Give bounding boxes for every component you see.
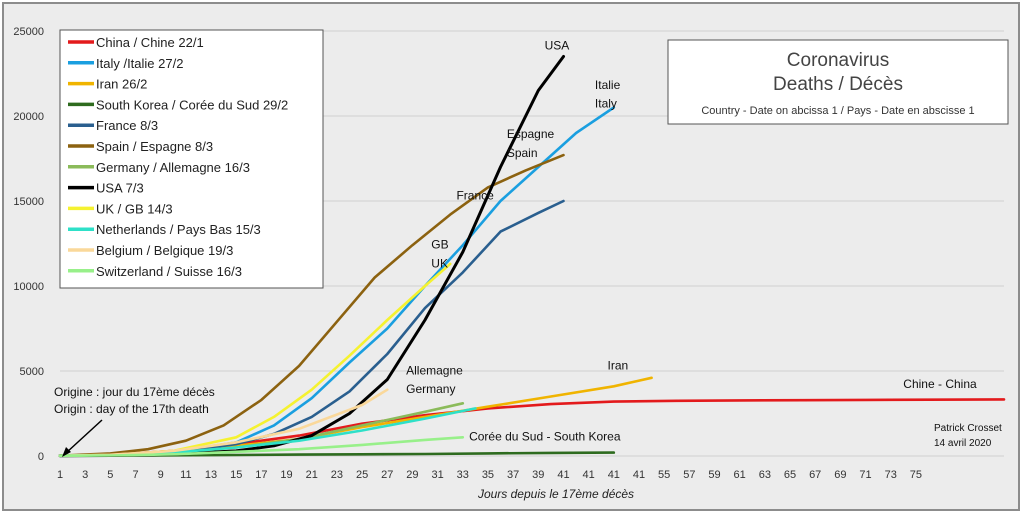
series-line-5	[58, 153, 565, 458]
x-tick-label: 13	[205, 469, 217, 481]
series-annotation: France	[456, 188, 494, 202]
x-tick-label: 33	[457, 469, 469, 481]
series-annotation: GB	[431, 238, 448, 252]
series-annotation: USA	[545, 39, 570, 53]
y-tick-label: 5000	[20, 366, 44, 378]
y-tick-label: 10000	[13, 281, 44, 293]
x-tick-label: 61	[734, 469, 746, 481]
x-tick-label: 41	[608, 469, 620, 481]
y-tick-label: 0	[38, 451, 44, 463]
series-annotation: Iran	[608, 358, 629, 372]
x-tick-label: 21	[306, 469, 318, 481]
credit-date: 14 avril 2020	[934, 438, 992, 449]
x-tick-label: 37	[507, 469, 519, 481]
x-tick-label: 59	[708, 469, 720, 481]
x-tick-label: 65	[784, 469, 796, 481]
series-annotation: Corée du Sud - South Korea	[469, 430, 621, 444]
x-tick-label: 11	[180, 469, 191, 481]
x-tick-label: 41	[633, 469, 645, 481]
y-tick-label: 20000	[13, 111, 44, 123]
legend: China / Chine 22/1 Italy /Italie 27/2 Iran…	[59, 29, 324, 289]
series-annotation: Spain	[507, 146, 538, 160]
credit-author: Patrick Crosset	[934, 423, 1002, 434]
y-tick-label: 25000	[13, 26, 44, 38]
series-annotation: Germany	[406, 382, 455, 396]
x-tick-label: 7	[132, 469, 138, 481]
legend-label: Iran 26/2	[96, 77, 147, 92]
title-box-frame	[667, 39, 1009, 125]
legend-label: Netherlands / Pays Bas 15/3	[96, 222, 261, 237]
legend-label: Germany / Allemagne 16/3	[96, 160, 250, 175]
legend-label: USA 7/3	[96, 181, 144, 196]
legend-label: Italy /Italie 27/2	[96, 56, 183, 71]
series-annotation: Italie	[595, 78, 621, 92]
x-tick-label: 35	[482, 469, 494, 481]
x-tick-label: 41	[557, 469, 569, 481]
chart-title: Coronavirus	[787, 50, 889, 71]
x-tick-label: 27	[381, 469, 393, 481]
y-axis-ticks: 0 5000 10000 15000 20000 25000	[13, 26, 44, 463]
series-annotation: Espagne	[507, 127, 555, 141]
chart-subtitle: Country - Date on abcissa 1 / Pays - Dat…	[701, 105, 974, 117]
x-axis-ticks: 1 3 5 7 9 11 13 15 17 19 21 23 25 27 29 31 33 35 37 39 41 41 4…	[57, 469, 922, 481]
origin-note-line2: Origin : day of the 17th death	[54, 402, 209, 416]
origin-note-line1: Origine : jour du 17ème décès	[54, 385, 215, 399]
origin-arrowhead	[62, 447, 71, 457]
x-tick-label: 31	[431, 469, 443, 481]
series-line-8	[58, 262, 452, 458]
x-tick-label: 69	[834, 469, 846, 481]
legend-label: Switzerland / Suisse 16/3	[96, 264, 242, 279]
legend-label: South Korea / Corée du Sud 29/2	[96, 97, 288, 112]
x-tick-label: 55	[658, 469, 670, 481]
x-tick-label: 1	[57, 469, 63, 481]
x-tick-label: 29	[406, 469, 418, 481]
x-tick-label: 73	[885, 469, 897, 481]
x-tick-label: 19	[280, 469, 292, 481]
origin-note: Origine : jour du 17ème décès Origin : d…	[54, 385, 215, 457]
x-tick-label: 57	[683, 469, 695, 481]
x-tick-label: 3	[82, 469, 88, 481]
x-tick-label: 5	[107, 469, 113, 481]
x-tick-label: 67	[809, 469, 821, 481]
x-tick-label: 75	[910, 469, 922, 481]
x-tick-label: 39	[532, 469, 544, 481]
legend-label: Belgium / Belgique 19/3	[96, 243, 233, 258]
chart-title-line2: Deaths / Décès	[773, 74, 903, 95]
series-line-11	[58, 435, 465, 458]
series-annotation: Chine - China	[903, 377, 977, 391]
x-tick-label: 23	[331, 469, 343, 481]
series-annotation: Italy	[595, 97, 617, 111]
legend-label: UK / GB 14/3	[96, 201, 173, 216]
origin-arrow	[65, 419, 103, 454]
x-tick-label: 9	[158, 469, 164, 481]
series-annotations: USA Italie Italy Espagne Spain France GB UK Iran…	[406, 39, 977, 444]
legend-label: Spain / Espagne 8/3	[96, 139, 213, 154]
series-lines	[58, 55, 1006, 458]
legend-label: France 8/3	[96, 118, 158, 133]
x-axis-title: Jours depuis le 17ème décès	[477, 487, 634, 501]
legend-box	[59, 29, 324, 289]
x-tick-label: 71	[859, 469, 871, 481]
x-tick-label: 41	[583, 469, 595, 481]
x-tick-label: 63	[759, 469, 771, 481]
legend-label: China / Chine 22/1	[96, 35, 204, 50]
series-annotation: UK	[431, 256, 448, 270]
x-tick-label: 25	[356, 469, 368, 481]
y-tick-label: 15000	[13, 196, 44, 208]
x-tick-label: 17	[255, 469, 267, 481]
series-annotation: Allemagne	[406, 363, 463, 377]
title-box: Coronavirus Deaths / Décès Country - Dat…	[667, 39, 1009, 125]
x-tick-label: 15	[230, 469, 242, 481]
